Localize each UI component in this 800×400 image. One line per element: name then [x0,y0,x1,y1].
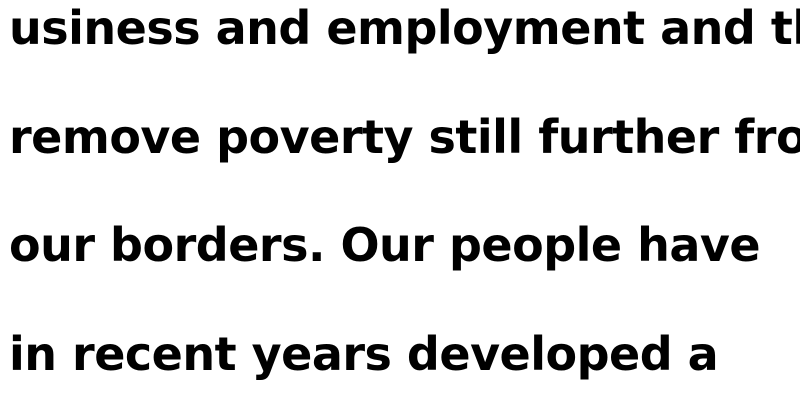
text-line-1: usiness and employment and the [9,1,800,55]
text-line-4: in recent years developed a [9,327,719,381]
text-line-3: our borders. Our people have [9,218,761,272]
text-line-2: remove poverty still further from [9,110,800,164]
